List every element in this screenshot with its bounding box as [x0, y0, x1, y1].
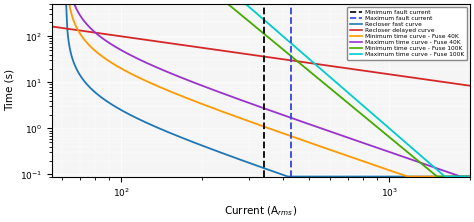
Line: Recloser fast curve: Recloser fast curve — [66, 0, 474, 176]
Maximum time curve - Fuse 40K — [265, 108, 271, 111]
X-axis label: Current (A$_{rms}$): Current (A$_{rms}$) — [224, 204, 297, 218]
Line: Recloser delayed curve: Recloser delayed curve — [52, 26, 474, 89]
Minimum time curve - Fuse 100K — [399, 146, 404, 149]
Minimum time curve - Fuse 40K — [253, 122, 259, 125]
Line: Maximum time curve - Fuse 100K: Maximum time curve - Fuse 100K — [52, 0, 474, 176]
Recloser delayed curve — [265, 56, 271, 58]
Minimum time curve - Fuse 40K — [399, 173, 404, 176]
Minimum time curve - Fuse 40K — [265, 127, 271, 129]
Maximum time curve - Fuse 40K — [253, 104, 259, 107]
Recloser fast curve — [265, 168, 271, 171]
Recloser fast curve — [253, 164, 259, 167]
Recloser delayed curve — [72, 28, 77, 31]
Maximum time curve - Fuse 100K — [72, 0, 77, 2]
Y-axis label: Time (s): Time (s) — [4, 69, 14, 111]
Maximum fault current — [288, 127, 294, 130]
Line: Maximum time curve - Fuse 40K: Maximum time curve - Fuse 40K — [66, 0, 474, 176]
Minimum time curve - Fuse 100K — [265, 36, 271, 38]
Minimum time curve - Fuse 100K — [49, 0, 55, 2]
Maximum time curve - Fuse 100K — [253, 12, 259, 14]
Minimum time curve - Fuse 100K — [434, 175, 440, 178]
Maximum time curve - Fuse 100K — [442, 175, 448, 178]
Line: Minimum time curve - Fuse 100K: Minimum time curve - Fuse 100K — [52, 0, 474, 176]
Recloser delayed curve — [253, 54, 259, 57]
Legend: Minimum fault current, Maximum fault current, Recloser fast curve, Recloser dela: Minimum fault current, Maximum fault cur… — [346, 7, 467, 60]
Recloser fast curve — [72, 63, 77, 66]
Line: Minimum time curve - Fuse 40K: Minimum time curve - Fuse 40K — [66, 0, 474, 176]
Maximum time curve - Fuse 100K — [49, 0, 55, 2]
Minimum fault current — [261, 127, 266, 130]
Recloser delayed curve — [399, 75, 404, 77]
Minimum time curve - Fuse 40K — [72, 21, 77, 24]
Maximum time curve - Fuse 100K — [399, 138, 404, 140]
Recloser delayed curve — [49, 25, 55, 28]
Maximum time curve - Fuse 40K — [72, 3, 77, 6]
Maximum time curve - Fuse 40K — [399, 155, 404, 157]
Recloser fast curve — [399, 175, 404, 178]
Maximum time curve - Fuse 100K — [265, 22, 271, 24]
Minimum time curve - Fuse 100K — [253, 26, 259, 28]
Minimum time curve - Fuse 100K — [72, 0, 77, 2]
